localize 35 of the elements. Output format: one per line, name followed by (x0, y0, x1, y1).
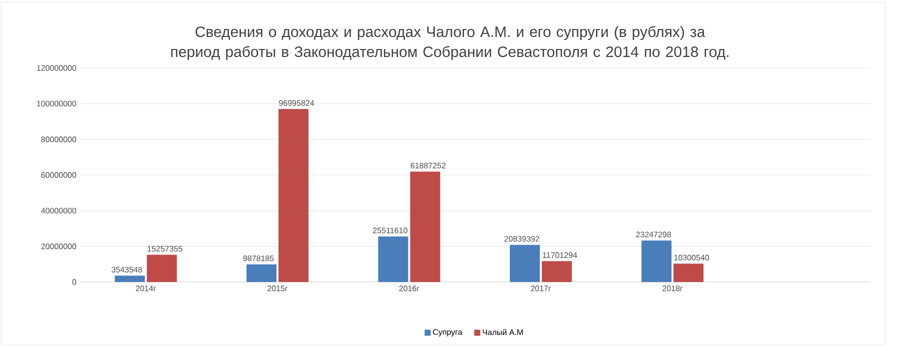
data-label: 61887252 (410, 162, 446, 168)
bar (642, 240, 672, 282)
chart-title: Сведения о доходах и расходах Чалого А.М. и его супруги (в рублях) за период работы в Законодательном Собрании Севастополя с 2014 по 2018 год. (171, 26, 728, 60)
bar (146, 254, 177, 282)
bar (378, 236, 408, 282)
bar (542, 261, 572, 282)
bar (410, 172, 440, 282)
data-label: 10300540 (674, 254, 709, 260)
bar (674, 264, 704, 282)
bar (510, 244, 540, 282)
data-label: 25511610 (373, 228, 408, 234)
legend-label: Супруга (433, 329, 462, 336)
data-label: 9878185 (243, 256, 274, 262)
x-tick-label: 2018г (662, 286, 683, 292)
data-label: 15257355 (148, 246, 182, 252)
legend-label: Чалый А.М (482, 328, 523, 336)
y-tick-label: 40000000 (41, 208, 76, 214)
y-tick-label: 20000000 (41, 244, 76, 250)
bar (246, 264, 276, 282)
data-label: 11701294 (542, 252, 578, 258)
y-tick-label: 120000000 (37, 65, 76, 71)
bar (278, 109, 309, 282)
y-tick-label: 60000000 (41, 172, 76, 178)
data-label: 3543548 (112, 266, 142, 272)
bar (114, 276, 145, 282)
x-tick-label: 2016г (399, 286, 420, 292)
y-tick-label: 80000000 (41, 136, 76, 142)
x-tick-label: 2015г (268, 286, 288, 292)
data-label: 23247298 (636, 232, 671, 238)
x-tick-label: 2014г (136, 286, 156, 292)
y-tick-label: 0 (72, 279, 76, 285)
x-tick-label: 2017г (530, 286, 551, 292)
y-tick-label: 100000000 (37, 100, 76, 106)
data-label: 96995824 (279, 100, 314, 106)
data-label: 20839392 (504, 236, 540, 242)
